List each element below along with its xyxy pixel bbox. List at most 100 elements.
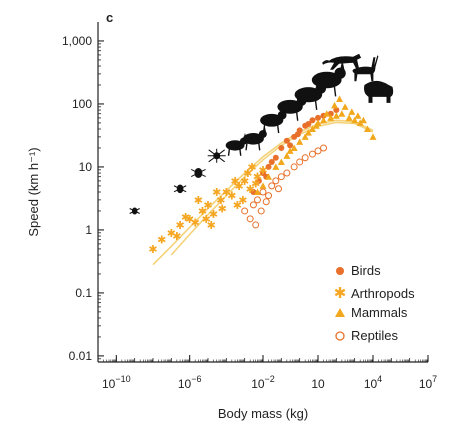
- mammals-point: [348, 108, 356, 115]
- arthropods-point: ✱: [238, 195, 247, 207]
- y-tick-label: 0.01: [69, 349, 93, 363]
- birds-point: [287, 142, 294, 149]
- arthropods-point: ✱: [243, 168, 252, 180]
- mammals-point: [323, 110, 331, 117]
- fit-curve: [152, 119, 374, 266]
- arthropods-point: ✱: [258, 165, 267, 177]
- mammals-point: [320, 116, 328, 124]
- birds-point: [333, 107, 340, 114]
- reptiles-point: [277, 173, 285, 181]
- mammals-point: [283, 152, 291, 159]
- mammals-point: [345, 114, 353, 121]
- legend: Birds ✱ Arthropods Mammals Reptiles: [334, 263, 415, 343]
- y-tick-label: 10: [79, 160, 93, 174]
- arthropods-point: ✱: [157, 235, 166, 247]
- beetle-icon: [173, 184, 187, 194]
- reptiles-point: [308, 150, 316, 158]
- reptiles-point: [249, 201, 257, 209]
- birds-point: [283, 137, 290, 144]
- x-tick-label: 104: [364, 374, 382, 391]
- legend-label-arthropods: Arthropods: [351, 286, 415, 301]
- y-axis-ticks: 0.01 0.1 1 10 100 1,000: [62, 34, 104, 363]
- reptiles-point: [253, 196, 261, 204]
- legend-item-arthropods: ✱ Arthropods: [334, 285, 415, 302]
- mammals-point: [253, 188, 261, 195]
- arthropods-point: ✱: [172, 231, 181, 243]
- arthropods-point: ✱: [216, 195, 225, 207]
- birds-point: [315, 114, 321, 121]
- mammals-point: [336, 95, 344, 102]
- arthropods-point: ✱: [230, 176, 239, 188]
- arthropods-point: ✱: [194, 195, 203, 207]
- arthropods-point: ✱: [247, 162, 256, 174]
- mammals-marker: [335, 308, 345, 317]
- reptiles-point: [296, 158, 304, 166]
- birds-point: [309, 117, 316, 124]
- arthropods-point: ✱: [203, 200, 212, 212]
- mammals-point: [354, 112, 362, 119]
- birds-point: [268, 158, 275, 165]
- mammals-point: [369, 133, 377, 140]
- reptiles-point: [314, 147, 322, 155]
- x-tick-label: 107: [419, 374, 437, 391]
- birds-point: [272, 154, 279, 161]
- arthropods-point: ✱: [251, 178, 260, 190]
- frog-icon: [225, 132, 248, 156]
- arthropods-point: ✱: [235, 181, 244, 193]
- arthropods-point: ✱: [240, 176, 249, 188]
- mammals-point: [332, 112, 340, 119]
- birds-point: [305, 121, 312, 128]
- arthropods-point: ✱: [198, 206, 207, 218]
- reptiles-point: [301, 154, 309, 162]
- mammals-point: [359, 116, 367, 124]
- arthropods-point: ✱: [175, 220, 184, 232]
- fit-curves: [152, 119, 374, 266]
- mammals-point: [356, 119, 364, 126]
- birds-point: [255, 177, 262, 184]
- mammals-point: [363, 125, 371, 133]
- panel-label: c: [106, 10, 113, 25]
- cheetah-icon: [322, 53, 362, 70]
- x-tick-label: 10−6: [178, 374, 202, 391]
- birds-point: [265, 163, 272, 170]
- reptiles-point: [262, 198, 270, 206]
- legend-item-mammals: Mammals: [335, 305, 408, 320]
- mammals-point: [351, 116, 359, 124]
- arthropods-point: ✱: [181, 212, 190, 224]
- legend-item-birds: Birds: [336, 263, 381, 278]
- arthropods-point: ✱: [207, 220, 216, 232]
- y-axis-title: Speed (km h⁻¹): [26, 147, 41, 236]
- arthropods-marker: ✱: [334, 285, 347, 302]
- mammals-point: [296, 138, 304, 145]
- y-tick-label: 1,000: [62, 34, 92, 48]
- animal-silhouettes: [129, 53, 394, 215]
- deer-icon: [352, 55, 379, 82]
- mouse-icon: [242, 124, 267, 151]
- mammals-point: [312, 122, 320, 129]
- arthropods-point: ✱: [218, 203, 227, 215]
- arthropods-point: ✱: [233, 200, 242, 212]
- y-tick-label: 100: [72, 97, 92, 111]
- x-tick-label: 10−10: [102, 374, 131, 391]
- mammals-point: [290, 144, 298, 151]
- arthropods-point: ✱: [185, 214, 194, 226]
- arthropods-point: ✱: [167, 228, 176, 240]
- reptiles-marker: [335, 331, 345, 341]
- reptiles-point: [268, 182, 276, 190]
- mammals-point: [338, 110, 346, 117]
- x-tick-label: 10: [311, 377, 325, 391]
- y-tick-label: 1: [85, 223, 92, 237]
- dog-icon: [311, 59, 346, 97]
- data-points: ✱✱✱✱✱✱✱✱✱✱✱✱✱✱✱✱✱✱✱✱✱✱✱✱✱✱✱✱✱✱: [148, 95, 377, 256]
- reptiles-point: [241, 207, 249, 215]
- arthropods-point: ✱: [148, 244, 157, 256]
- arthropods-point: ✱: [191, 218, 200, 230]
- birds-point: [294, 131, 301, 138]
- mammals-point: [331, 101, 339, 109]
- mammals-point: [308, 125, 316, 133]
- reptiles-point: [259, 188, 267, 196]
- reptiles-point: [246, 215, 254, 223]
- arthropods-point: ✱: [222, 187, 231, 199]
- mammals-point: [259, 182, 267, 189]
